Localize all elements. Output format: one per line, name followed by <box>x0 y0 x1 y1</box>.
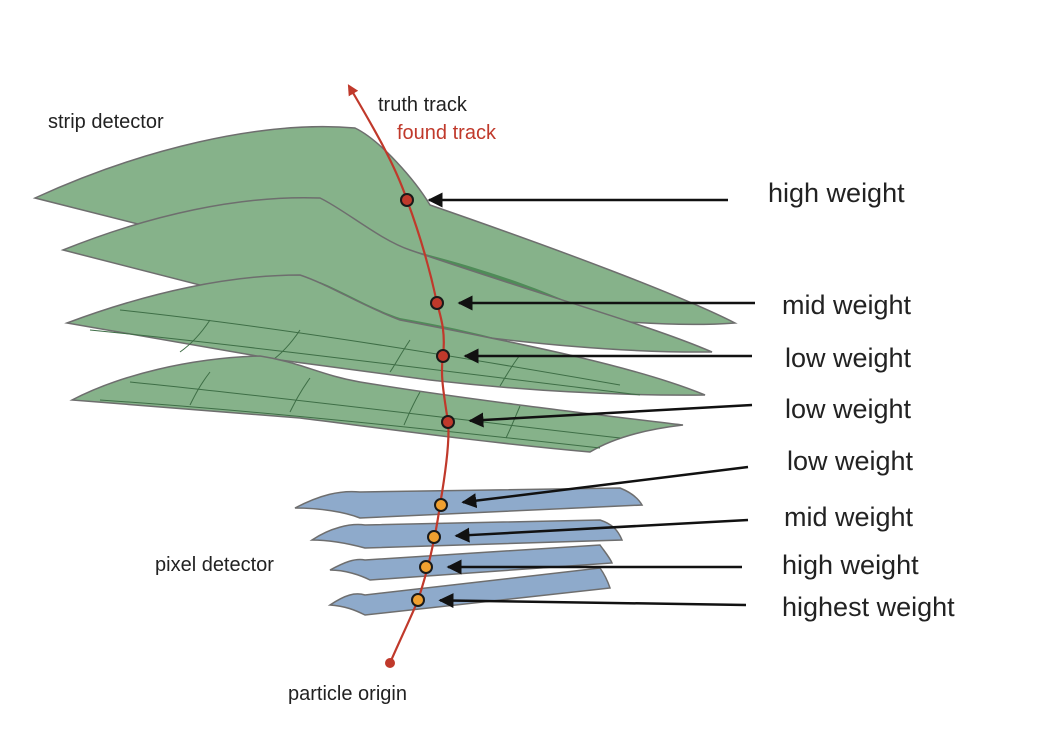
weight-label-1: high weight <box>768 178 905 208</box>
weight-label-8: highest weight <box>782 592 955 622</box>
particle-origin-dot <box>385 658 395 668</box>
strip-hit-4 <box>441 415 455 429</box>
strip-layer-3 <box>64 274 706 396</box>
strip-layer-2 <box>60 196 713 353</box>
strip-detector <box>32 125 738 453</box>
pixel-detector <box>294 487 644 616</box>
hit-markers <box>400 193 455 607</box>
truth-track-label: truth track <box>378 94 468 116</box>
weight-arrow-4 <box>468 403 753 428</box>
strip-layer-4-lines <box>99 371 621 449</box>
weight-label-4: low weight <box>785 394 912 424</box>
weight-arrows <box>427 192 755 609</box>
pixel-hit-7 <box>419 560 433 574</box>
pixel-hit-6 <box>427 530 441 544</box>
weight-arrow-8 <box>438 593 747 609</box>
strip-hit-3 <box>436 349 450 363</box>
pixel-layer-1 <box>294 487 644 519</box>
weight-label-6: mid weight <box>784 502 914 532</box>
weight-label-3: low weight <box>785 343 912 373</box>
weight-labels: high weight mid weight low weight low weigh… <box>768 178 955 622</box>
weight-label-5: low weight <box>787 446 914 476</box>
weight-label-2: mid weight <box>782 290 912 320</box>
pixel-layer-4 <box>327 567 612 616</box>
particle-origin-label: particle origin <box>288 683 407 705</box>
pixel-hit-5 <box>434 498 448 512</box>
pixel-detector-label: pixel detector <box>155 554 274 576</box>
weight-arrow-6 <box>454 518 749 543</box>
found-track-label: found track <box>397 122 497 144</box>
weight-arrow-5 <box>461 465 749 509</box>
strip-layer-3-lines <box>89 309 641 396</box>
strip-hit-2 <box>430 296 444 310</box>
weight-label-7: high weight <box>782 550 919 580</box>
strip-detector-label: strip detector <box>48 111 164 133</box>
pixel-hit-8 <box>411 593 425 607</box>
pixel-layer-3 <box>329 544 614 581</box>
strip-hit-1 <box>400 193 414 207</box>
